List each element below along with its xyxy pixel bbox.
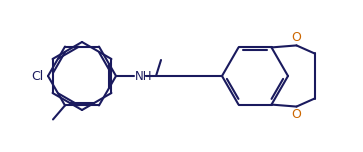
Text: O: O <box>291 31 301 44</box>
Text: O: O <box>291 108 301 121</box>
Text: NH: NH <box>135 71 152 83</box>
Text: Cl: Cl <box>32 69 44 83</box>
